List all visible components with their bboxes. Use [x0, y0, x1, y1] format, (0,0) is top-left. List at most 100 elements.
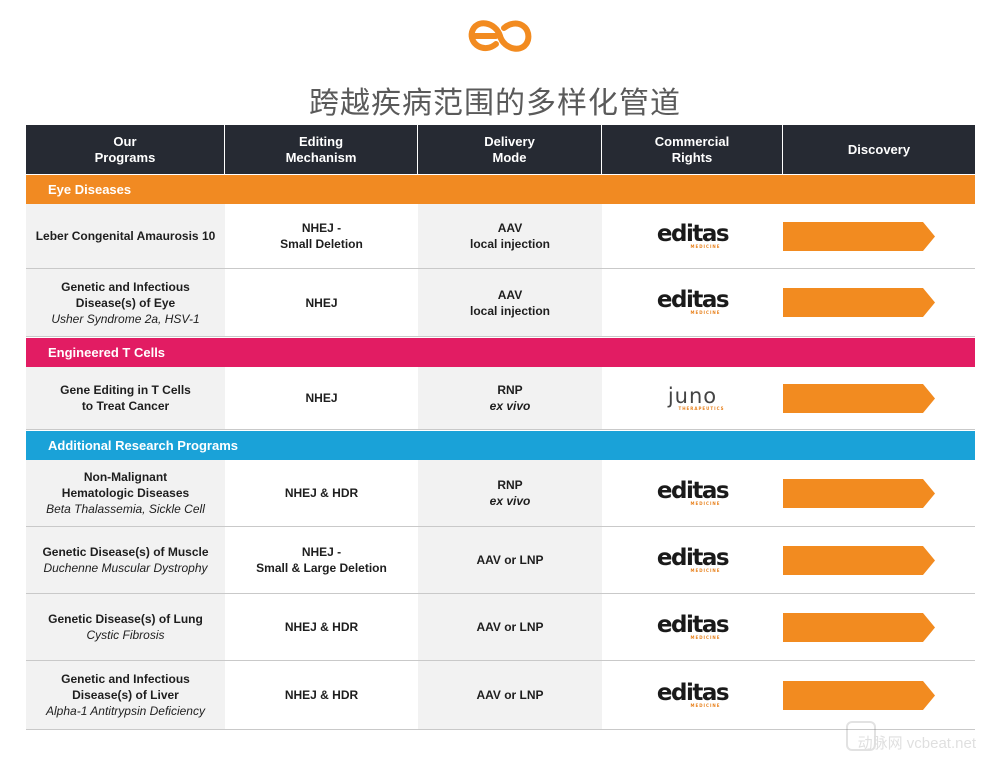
discovery-progress-bar	[783, 288, 935, 317]
delivery-cell: AAV or LNP	[418, 661, 602, 729]
company-logo	[468, 20, 532, 52]
discovery-progress-bar	[783, 383, 935, 413]
discovery-progress-arrow	[783, 478, 935, 508]
program-cell: Genetic and Infectious Disease(s) of Liv…	[26, 661, 225, 729]
discovery-cell	[783, 661, 975, 729]
delivery-cell: AAV or LNP	[418, 527, 602, 593]
editas-tagline: MEDICINE	[690, 567, 721, 573]
program-cell: Gene Editing in T Cells to Treat Cancer	[26, 367, 225, 429]
rights-cell: editas MEDICINE	[602, 594, 783, 660]
delivery-mode: RNP	[497, 478, 523, 492]
rights-cell: editas MEDICINE	[602, 527, 783, 593]
table-row: Genetic and Infectious Disease(s) of Liv…	[26, 661, 975, 730]
mechanism-cell: NHEJ & HDR	[225, 460, 418, 526]
table-row: Non-Malignant Hematologic Diseases Beta T…	[26, 460, 975, 527]
mechanism-cell: NHEJ - Small & Large Deletion	[225, 527, 418, 593]
program-cell: Genetic and Infectious Disease(s) of Eye…	[26, 269, 225, 336]
editas-tagline: MEDICINE	[690, 500, 721, 506]
rights-cell: juno THERAPEUTICS	[602, 367, 783, 429]
editas-logo: editas	[656, 220, 730, 247]
watermark-icon	[846, 721, 876, 751]
discovery-cell	[783, 269, 975, 336]
program-indication: Beta Thalassemia, Sickle Cell	[46, 502, 205, 516]
program-indication: Cystic Fibrosis	[86, 628, 165, 642]
rights-cell: editas MEDICINE	[602, 661, 783, 729]
delivery-cell: AAV local injection	[418, 269, 602, 336]
editas-tagline: MEDICINE	[690, 310, 721, 315]
discovery-cell	[783, 204, 975, 268]
editing-mechanism: NHEJ - Small Deletion	[280, 221, 363, 251]
editas-tagline: MEDICINE	[690, 702, 721, 708]
column-header-discovery: Discovery	[847, 141, 911, 157]
delivery-mode: AAV or LNP	[476, 620, 544, 634]
section-band: Eye Diseases	[26, 175, 975, 204]
program-cell: Genetic Disease(s) of Lung Cystic Fibrosi…	[26, 594, 225, 660]
discovery-progress-arrow	[783, 383, 935, 413]
program-name: Genetic Disease(s) of Muscle	[42, 545, 209, 559]
section-band: Engineered T Cells	[26, 338, 975, 367]
editas-logo: editas	[656, 679, 730, 706]
table-row: Leber Congenital Amaurosis 10 NHEJ - Smal…	[26, 204, 975, 269]
discovery-cell	[783, 527, 975, 593]
editing-mechanism: NHEJ & HDR	[284, 620, 359, 634]
delivery-mode: AAV	[497, 287, 523, 302]
editas-tagline: MEDICINE	[690, 243, 721, 249]
program-name: Leber Congenital Amaurosis 10	[35, 229, 216, 243]
discovery-progress-arrow	[783, 288, 935, 317]
program-name: Genetic and Infectious Disease(s) of Eye	[61, 279, 190, 310]
editas-tagline: MEDICINE	[690, 634, 721, 640]
delivery-cell: RNP ex vivo	[418, 460, 602, 526]
juno-tagline: THERAPEUTICS	[678, 405, 725, 411]
page-title: 跨越疾病范围的多样化管道	[309, 86, 681, 121]
program-cell: Genetic Disease(s) of Muscle Duchenne Mus…	[26, 527, 225, 593]
delivery-detail: ex vivo	[489, 494, 531, 508]
delivery-cell: RNP ex vivo	[418, 367, 602, 429]
table-row: Genetic and Infectious Disease(s) of Eye…	[26, 269, 975, 337]
mechanism-cell: NHEJ & HDR	[225, 661, 418, 729]
mechanism-cell: NHEJ & HDR	[225, 594, 418, 660]
delivery-cell: AAV local injection	[418, 204, 602, 268]
discovery-progress-bar	[783, 221, 935, 251]
program-indication: Alpha-1 Antitrypsin Deficiency	[46, 704, 205, 718]
rights-cell: editas MEDICINE	[602, 269, 783, 336]
table-body: Eye Diseases Leber Congenital Amaurosis 1…	[26, 175, 975, 730]
discovery-progress-bar	[783, 545, 935, 575]
column-header-delivery: Delivery Mode	[418, 125, 602, 174]
delivery-mode: AAV or LNP	[476, 688, 544, 702]
pipeline-table: Our Programs Editing Mechanism Delivery …	[26, 125, 975, 730]
delivery-detail: local injection	[469, 303, 550, 318]
editas-logo: editas	[656, 611, 730, 638]
table-row: Genetic Disease(s) of Lung Cystic Fibrosi…	[26, 594, 975, 661]
editing-mechanism: NHEJ - Small & Large Deletion	[256, 545, 387, 575]
program-name: Non-Malignant Hematologic Diseases	[61, 470, 190, 500]
rights-cell: editas MEDICINE	[602, 460, 783, 526]
program-cell: Leber Congenital Amaurosis 10	[26, 204, 225, 268]
discovery-cell	[783, 594, 975, 660]
program-indication: Duchenne Muscular Dystrophy	[43, 561, 208, 575]
editing-mechanism: NHEJ	[305, 391, 338, 405]
delivery-cell: AAV or LNP	[418, 594, 602, 660]
watermark-text: 动脉网 vcbeat.net	[857, 735, 976, 752]
editas-logo: editas	[656, 477, 730, 504]
watermark: 动脉网 vcbeat.net	[846, 719, 976, 753]
column-header-rights: Commercial Rights	[602, 125, 783, 174]
table-header: Our Programs Editing Mechanism Delivery …	[26, 125, 975, 174]
discovery-cell	[783, 367, 975, 429]
editing-mechanism: NHEJ & HDR	[284, 688, 359, 702]
delivery-mode: RNP	[497, 383, 523, 397]
editas-logo: editas	[656, 287, 730, 313]
delivery-mode: AAV or LNP	[476, 553, 544, 567]
section-band: Additional Research Programs	[26, 431, 975, 460]
mechanism-cell: NHEJ	[225, 269, 418, 336]
column-header-mechanism: Editing Mechanism	[225, 125, 418, 174]
program-indication: Usher Syndrome 2a, HSV-1	[51, 311, 200, 326]
mechanism-cell: NHEJ	[225, 367, 418, 429]
program-name: Genetic Disease(s) of Lung	[48, 612, 203, 626]
discovery-progress-arrow	[783, 545, 935, 575]
discovery-cell	[783, 460, 975, 526]
discovery-progress-arrow	[783, 612, 935, 642]
discovery-progress-arrow	[783, 680, 935, 710]
discovery-progress-bar	[783, 478, 935, 508]
editing-mechanism: NHEJ	[305, 295, 338, 310]
delivery-detail: local injection	[469, 237, 550, 251]
